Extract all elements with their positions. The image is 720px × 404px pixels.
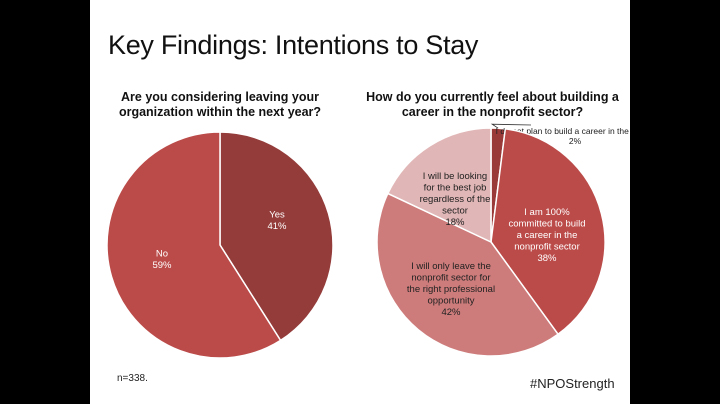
chart2-title: How do you currently feel about building… <box>366 90 619 119</box>
slice-category-label: committed to build <box>508 219 585 230</box>
slice-value-label: 42% <box>441 307 461 318</box>
slice-value-label: 38% <box>537 253 557 264</box>
slice-category-label: for the best job <box>424 183 487 194</box>
slide: Key Findings: Intentions to Stay Are you… <box>90 0 630 404</box>
chart2-slice-2 <box>376 192 560 357</box>
chart2-slice-1 <box>490 128 606 336</box>
slice-category-label: I am 100% <box>524 207 570 218</box>
chart2-slice-3 <box>386 127 492 244</box>
slice-category-label: I will only leave the <box>411 261 491 272</box>
slice-value-label: 59% <box>152 260 172 271</box>
slice-category-label: sector <box>442 206 468 217</box>
chart1-title: Are you considering leaving your organiz… <box>118 90 322 119</box>
slice-value-label: 41% <box>267 221 287 232</box>
chart1-slice-1 <box>106 131 282 359</box>
slice-category-label: opportunity <box>427 296 474 307</box>
slide-title: Key Findings: Intentions to Stay <box>108 30 479 60</box>
slice-category-label: I will be looking <box>423 171 487 182</box>
slice-value-label: 2% <box>569 136 582 146</box>
slice-category-label: the right professional <box>407 284 495 295</box>
slice-category-label: a career in the <box>517 230 578 241</box>
hashtag: #NPOStrength <box>530 376 615 391</box>
slice-category-label: Yes <box>269 209 285 220</box>
slice-category-label: I do not plan to build a career in the s… <box>496 126 630 136</box>
slice-category-label: nonprofit sector <box>514 242 579 253</box>
sample-size-note: n=338. <box>117 373 148 384</box>
slice-category-label: regardless of the <box>420 194 491 205</box>
slice-category-label: No <box>156 248 168 259</box>
chart2-data-label-0: I do not plan to build a career in the s… <box>496 126 630 146</box>
slice-category-label: nonprofit sector for <box>411 273 490 284</box>
slice-value-label: 18% <box>445 217 465 228</box>
leader-line <box>490 123 532 129</box>
